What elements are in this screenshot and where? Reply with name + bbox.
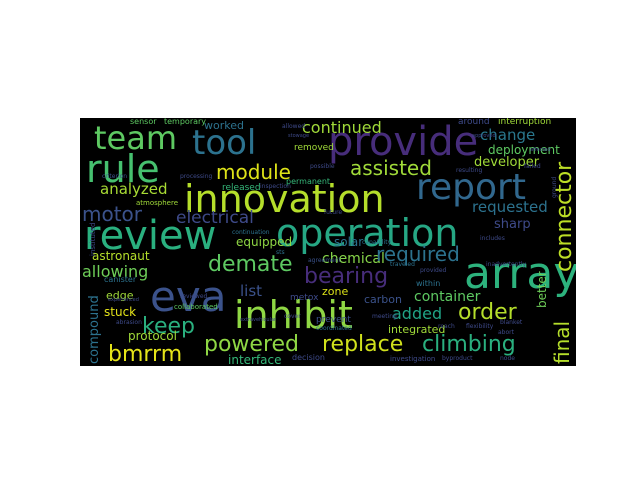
word-demate: demate — [208, 252, 293, 277]
word-atmosphere: atmosphere — [136, 199, 178, 207]
word-cover: abrasion — [116, 319, 142, 326]
word-node: sts — [276, 249, 285, 256]
word-affected: stowage — [288, 133, 310, 139]
word-within: within — [416, 279, 441, 288]
word-required: required — [376, 242, 460, 266]
word-astronaut: astronaut — [92, 249, 150, 263]
word-protocol: protocol — [128, 329, 177, 343]
word-reach: includes — [480, 235, 505, 242]
word-stuck: stuck — [104, 305, 137, 319]
word-added: added — [392, 304, 443, 323]
word-compound: compound — [87, 295, 102, 364]
word-better: better — [535, 271, 549, 308]
word-deployment: deployment — [488, 143, 560, 157]
word-container: container — [414, 289, 481, 305]
word-instituted: criterion — [102, 173, 128, 180]
word-resulting: inspection — [260, 183, 291, 190]
word-abort: blanket — [500, 319, 523, 326]
word-list: list — [240, 282, 263, 300]
word-review: review — [84, 213, 217, 259]
word-processing: continuation — [232, 229, 270, 236]
word-interruption: interruption — [498, 118, 552, 127]
word-allowing: allowing — [82, 262, 149, 281]
word-reviewed: coordinated — [316, 325, 352, 332]
word-failed: possible — [310, 163, 335, 170]
word-blanket: failed — [524, 163, 541, 170]
word-byproduct: abort — [498, 329, 514, 336]
word-developer: developer — [474, 155, 540, 170]
word-analyzed: analyzed — [100, 180, 168, 198]
word-possible: allowed — [282, 123, 306, 130]
word-prevent: prevent — [316, 315, 351, 325]
word-meeting: reach — [438, 323, 455, 330]
word-decision: investigation — [390, 355, 436, 363]
word-innovation: innovation — [184, 177, 385, 221]
word-criterion: processing — [180, 173, 213, 180]
word-future: cover — [284, 313, 301, 320]
word-stowage: extravehicular — [240, 317, 277, 323]
word-sensor: sensor — [130, 118, 157, 126]
word-eva: eva — [150, 272, 227, 321]
word-inhibit: inhibit — [234, 293, 353, 337]
word-worked: worked — [204, 119, 244, 132]
word-keep: keep — [142, 314, 195, 339]
word-report: report — [416, 167, 526, 208]
word-solar: solar — [334, 235, 364, 249]
word-change: change — [480, 126, 536, 144]
word-chemical: chemical — [322, 251, 385, 267]
word-assisted: assisted — [350, 156, 432, 180]
word-sharp: sharp — [494, 217, 531, 232]
word-removed: removed — [294, 143, 334, 153]
word-rule: rule — [86, 147, 160, 191]
word-tool: tool — [192, 123, 257, 163]
word-array: array — [464, 248, 576, 299]
word-carbon: carbon — [364, 293, 402, 306]
word-interface: interface — [228, 353, 282, 366]
word-provided: traveled — [390, 261, 415, 268]
word-requested: requested — [472, 198, 548, 216]
word-continuation: capability — [362, 239, 392, 246]
word-inadvertently: resulting — [456, 167, 483, 174]
word-abrasion: meeting — [372, 313, 397, 320]
word-investigation: byproduct — [442, 355, 473, 362]
word-provide: provide — [328, 119, 479, 165]
word-ground: ground — [551, 176, 558, 198]
word-traveled: agreement — [308, 257, 341, 264]
word-edge: edge — [106, 289, 134, 302]
word-capability: provided — [420, 267, 447, 274]
word-equipped: equipped — [236, 235, 293, 249]
word-released: released — [222, 183, 261, 193]
word-agreement: inadvertently — [486, 261, 527, 268]
word-allowed: future — [324, 209, 343, 216]
word-powered: powered — [204, 332, 300, 357]
word-metox: flexibility — [466, 323, 494, 330]
word-bmrrm: bmrrm — [108, 342, 183, 366]
word-permanent: permanent — [286, 177, 331, 186]
word-motor: motor — [82, 202, 143, 226]
word-collaborated: collaborated — [174, 303, 218, 311]
word-cloud-canvas: team tool provide rule innovation report… — [80, 118, 576, 366]
word-coordinated: decision — [292, 353, 325, 362]
word-around: around — [458, 118, 490, 127]
word-integrated: integrated — [388, 323, 446, 336]
word-final: final — [550, 320, 574, 364]
word-module: module — [216, 160, 291, 184]
word-bearing: bearing — [304, 264, 389, 289]
word-replace: replace — [322, 332, 404, 357]
word-experienced: approved — [472, 133, 496, 139]
word-climbing: climbing — [422, 332, 516, 357]
word-approved: affected — [530, 147, 551, 153]
word-inspection: reviewed — [180, 293, 208, 300]
word-includes: node — [500, 355, 515, 362]
word-team: team — [94, 119, 178, 157]
word-electrical: electrical — [176, 208, 254, 228]
word-order: order — [458, 300, 517, 325]
word-sts: metox — [290, 293, 319, 303]
word-zone: zone — [322, 285, 349, 298]
word-canister: canister — [104, 275, 137, 284]
word-flexibility: experienced — [108, 297, 139, 303]
word-continued: continued — [302, 118, 382, 137]
word-temporary: temporary — [164, 118, 207, 126]
word-operation: operation — [276, 211, 459, 255]
